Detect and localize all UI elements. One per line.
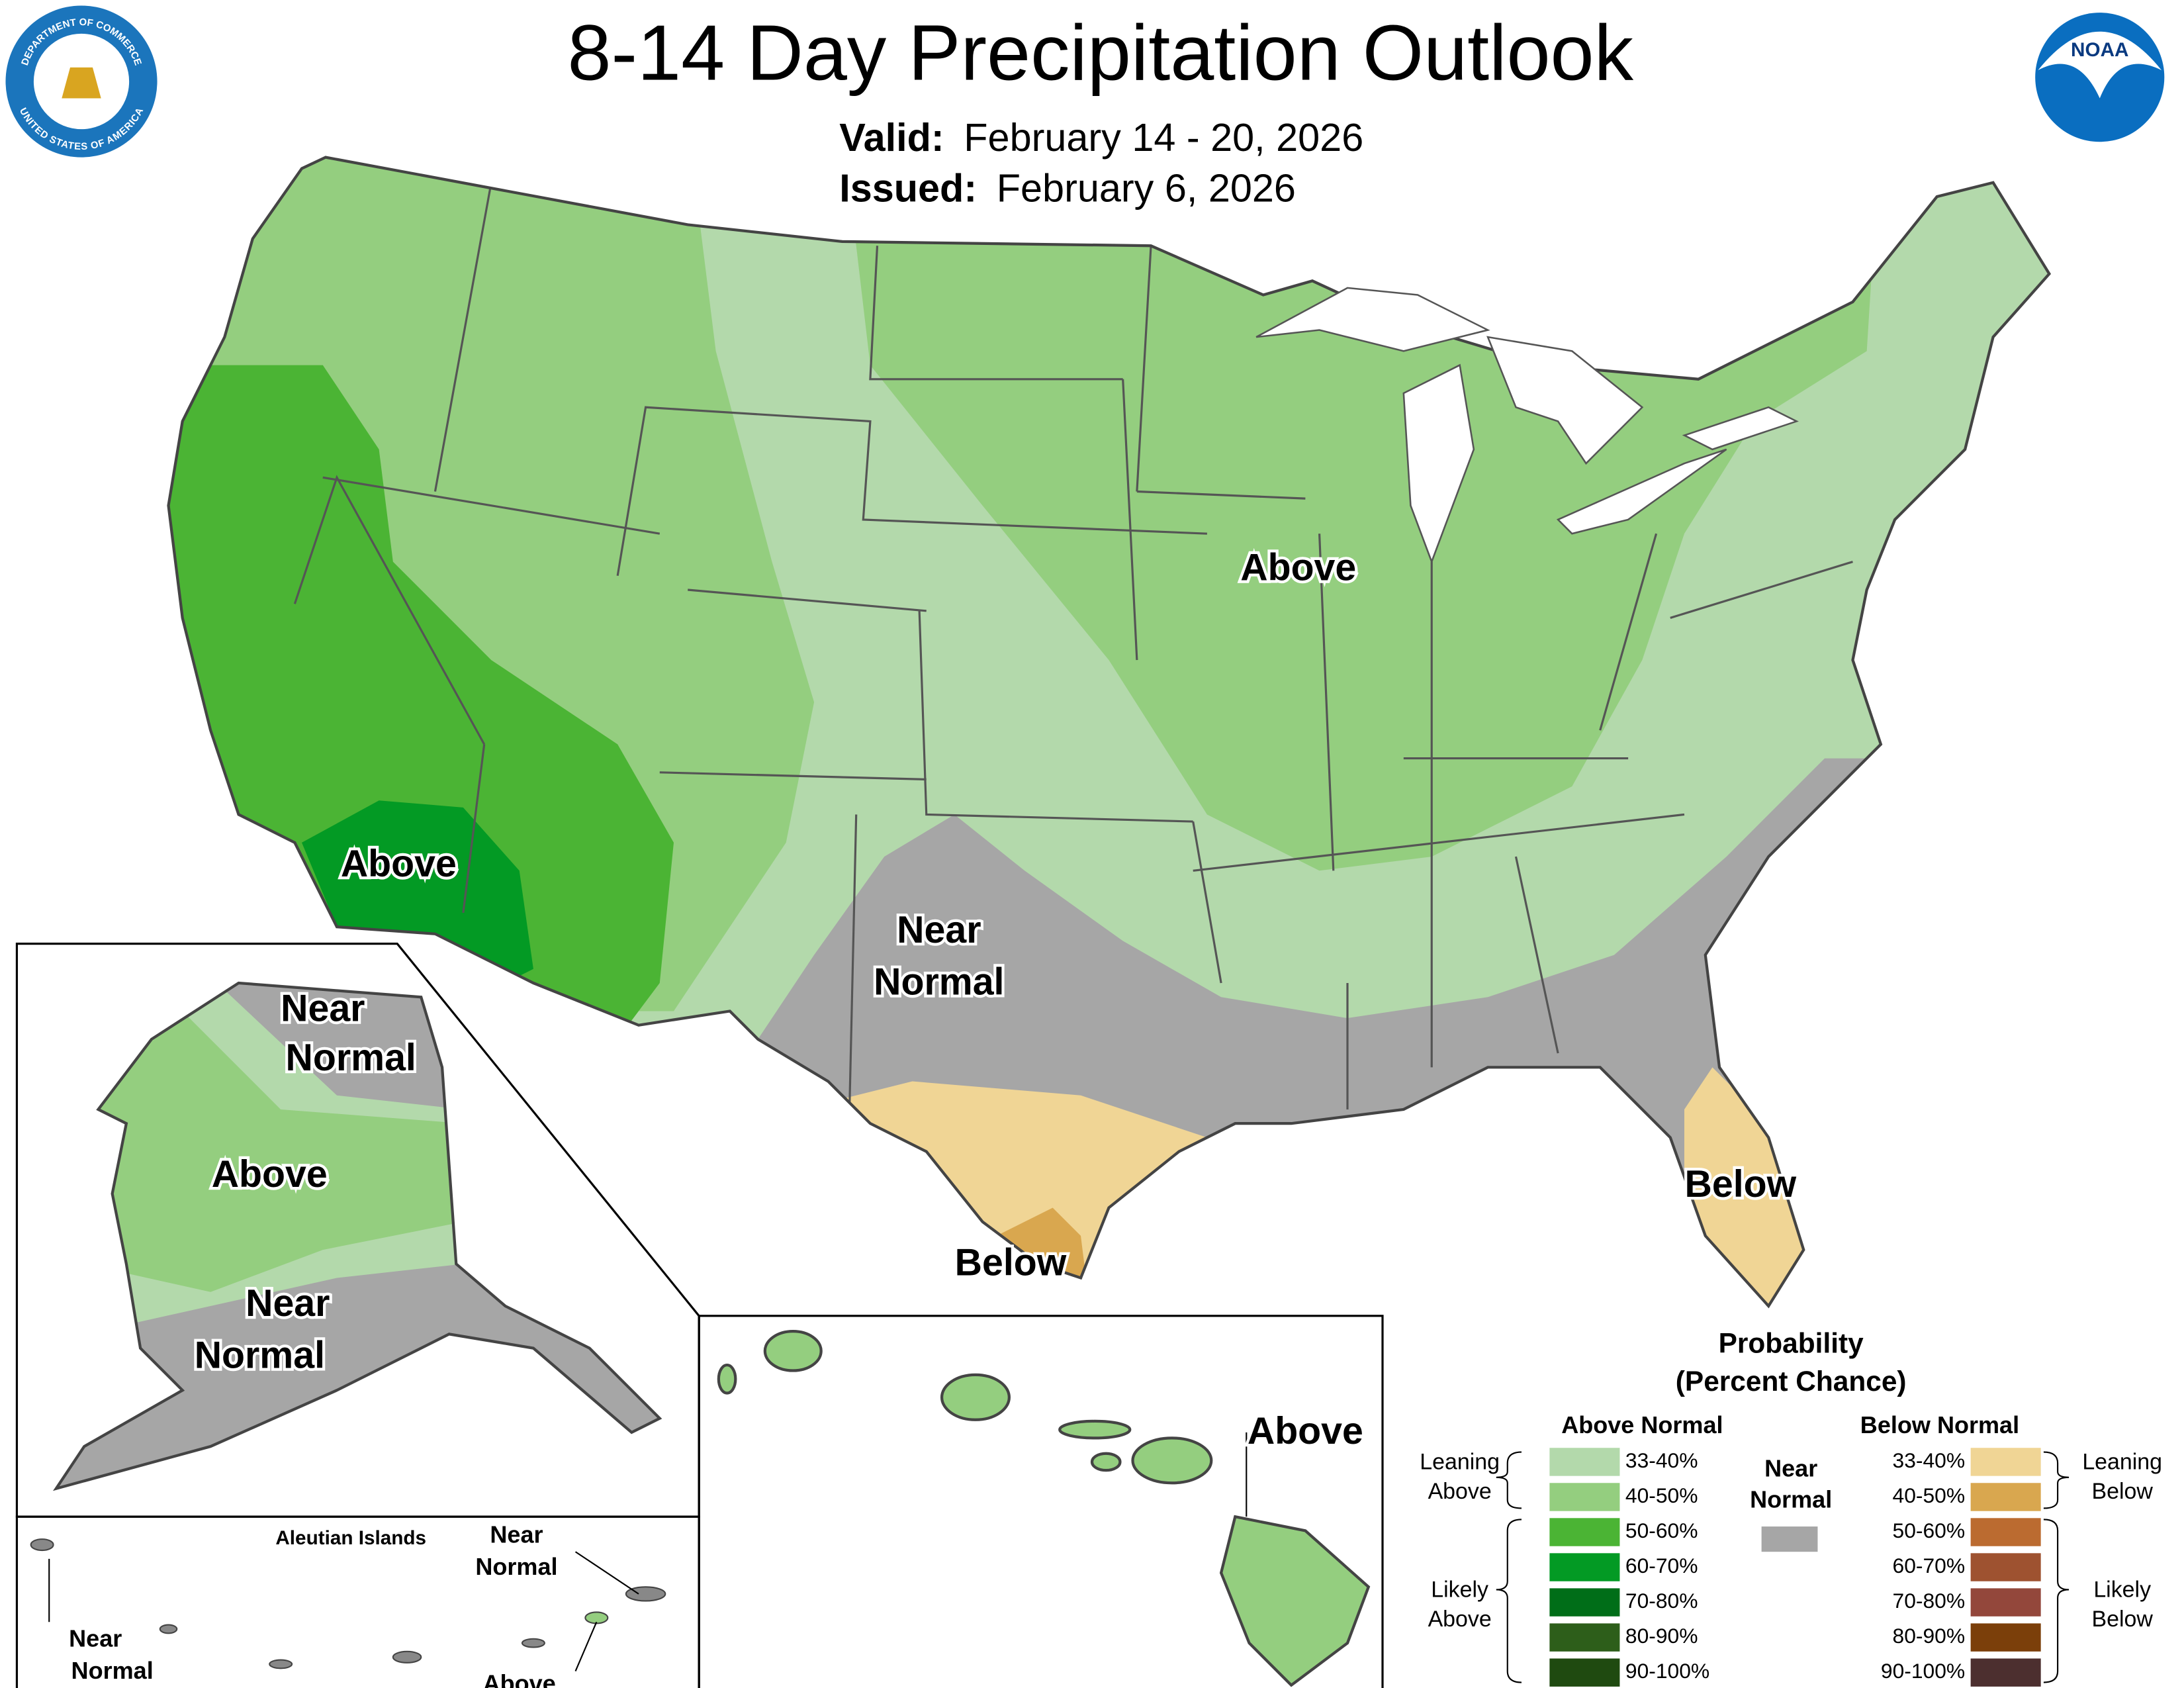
legend-group: Leaning bbox=[2082, 1450, 2162, 1475]
aleutian-label: Normal bbox=[475, 1553, 557, 1580]
legend-group: Likely bbox=[1431, 1577, 1488, 1603]
legend-group: Above bbox=[1428, 1479, 1492, 1504]
legend-range: 50-60% bbox=[1893, 1519, 1966, 1542]
doc-seal: DEPARTMENT OF COMMERCE UNITED STATES OF … bbox=[5, 5, 158, 158]
map-label: Below bbox=[955, 1242, 1067, 1284]
below-heading: Below Normal bbox=[1860, 1411, 2019, 1438]
above-heading: Above Normal bbox=[1561, 1411, 1723, 1438]
legend-swatch bbox=[1549, 1518, 1620, 1546]
alaska-label: Near bbox=[281, 988, 365, 1030]
aleutian-label: Near bbox=[69, 1624, 122, 1652]
map-label: Below bbox=[1685, 1163, 1797, 1205]
alaska-label: Above bbox=[212, 1153, 328, 1196]
issued: Issued: February 6, 2026 bbox=[839, 165, 1296, 210]
legend-range: 70-80% bbox=[1625, 1589, 1698, 1613]
legend-group: Below bbox=[2091, 1607, 2153, 1632]
legend-range: 60-70% bbox=[1625, 1554, 1698, 1577]
alaska-label: Normal bbox=[286, 1037, 416, 1079]
legend-group: Above bbox=[1428, 1607, 1492, 1632]
legend-swatch bbox=[1970, 1658, 2041, 1687]
labels: Above Above Near Normal Below Below Near Normal… bbox=[69, 543, 1799, 1688]
aleutian-label: Normal bbox=[71, 1657, 154, 1684]
legend-swatch bbox=[1970, 1588, 2041, 1617]
hawaii-box bbox=[698, 1315, 1384, 1688]
braces bbox=[1496, 1451, 2070, 1683]
map-label: Near bbox=[897, 909, 981, 951]
legend-swatch bbox=[1761, 1526, 1818, 1552]
legend-swatch bbox=[1549, 1553, 1620, 1581]
map-label: Above bbox=[341, 843, 457, 885]
legend-swatch bbox=[1970, 1518, 2041, 1546]
noaa-text: NOAA bbox=[2071, 39, 2128, 61]
conus-outline bbox=[167, 156, 2052, 1309]
legend-group: Below bbox=[2091, 1479, 2153, 1504]
legend-near: Normal bbox=[1750, 1485, 1832, 1513]
legend-group: Leaning bbox=[1420, 1450, 1500, 1475]
legend-range: 33-40% bbox=[1893, 1448, 1966, 1472]
legend-range: 60-70% bbox=[1893, 1554, 1966, 1577]
legend-range: 40-50% bbox=[1625, 1483, 1698, 1507]
legend-range: 33-40% bbox=[1625, 1448, 1698, 1472]
valid: Valid: February 14 - 20, 2026 bbox=[839, 115, 1363, 160]
legend-title: Probability bbox=[1719, 1328, 1864, 1359]
legend-swatch bbox=[1549, 1448, 1620, 1476]
legend-swatch bbox=[1549, 1588, 1620, 1617]
leader-lines bbox=[48, 1551, 639, 1671]
hawaii-label: Above bbox=[1248, 1410, 1363, 1452]
map-label: Normal bbox=[874, 961, 1004, 1003]
legend-near: Near bbox=[1764, 1455, 1817, 1482]
aleutian-label: Near bbox=[490, 1521, 543, 1548]
legend-group: Likely bbox=[2093, 1577, 2151, 1603]
legend-range: 50-60% bbox=[1625, 1519, 1698, 1542]
aleutian-title: Aleutian Islands bbox=[275, 1527, 426, 1549]
legend-range: 80-90% bbox=[1625, 1624, 1698, 1648]
noaa-logo: NOAA bbox=[2035, 13, 2165, 142]
legend-range: 40-50% bbox=[1893, 1483, 1966, 1507]
legend-swatch bbox=[1549, 1623, 1620, 1652]
great-lakes bbox=[1255, 287, 1799, 565]
aleutian-label: Above bbox=[483, 1669, 556, 1688]
legend-swatch bbox=[1549, 1658, 1620, 1687]
legend-swatch bbox=[1970, 1483, 2041, 1511]
alaska-label: Normal bbox=[195, 1335, 325, 1377]
legend-swatch bbox=[1970, 1623, 2041, 1652]
map-label: Above bbox=[1240, 546, 1356, 588]
aleutian-islands bbox=[30, 1538, 666, 1669]
legend-range: 90-100% bbox=[1881, 1659, 1965, 1683]
legend-subtitle: (Percent Chance) bbox=[1676, 1366, 1907, 1397]
hawaii-islands bbox=[717, 1330, 1371, 1687]
legend-range: 80-90% bbox=[1893, 1624, 1966, 1648]
legend-range: 70-80% bbox=[1893, 1589, 1966, 1613]
legend: Probability (Percent Chance) Above Norma… bbox=[1420, 1328, 2162, 1687]
alaska-label: Near bbox=[246, 1282, 330, 1325]
legend-range: 90-100% bbox=[1625, 1659, 1709, 1683]
legend-swatch bbox=[1549, 1483, 1620, 1511]
title: 8-14 Day Precipitation Outlook bbox=[567, 9, 1633, 97]
legend-swatch bbox=[1970, 1553, 2041, 1581]
legend-swatch bbox=[1970, 1448, 2041, 1476]
